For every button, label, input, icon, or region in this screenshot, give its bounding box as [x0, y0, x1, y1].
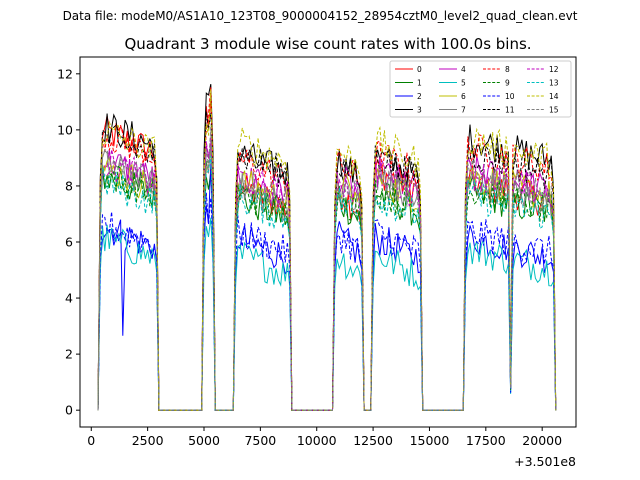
legend-box — [389, 60, 572, 118]
x-tick-label: 5000 — [188, 433, 220, 448]
axes-layer: 0 2500 5000 7500 10000 12500 15000 17500 20000 0 2… — [57, 66, 562, 448]
y-tick-label: 2 — [65, 347, 73, 362]
legend-label-4: 4 — [461, 65, 466, 74]
legend-label-2: 2 — [417, 92, 422, 101]
series-line-13 — [97, 155, 557, 411]
y-tick-label: 0 — [65, 403, 73, 418]
series-line-8 — [97, 86, 557, 411]
x-tick-label: 2500 — [132, 433, 164, 448]
legend-label-5: 5 — [461, 78, 466, 87]
chart-title: Quadrant 3 module wise count rates with … — [124, 35, 531, 53]
legend-label-10: 10 — [505, 92, 515, 101]
series-line-9 — [97, 159, 557, 411]
y-tick-label: 8 — [65, 178, 73, 193]
series-line-4 — [97, 145, 557, 411]
x-tick-label: 15000 — [410, 433, 450, 448]
legend-label-6: 6 — [461, 92, 466, 101]
x-tick-label: 0 — [87, 433, 95, 448]
series-line-10 — [97, 192, 557, 411]
x-tick-label: 20000 — [522, 433, 562, 448]
series-line-15 — [97, 126, 557, 411]
legend-label-7: 7 — [461, 105, 466, 114]
legend-label-0: 0 — [417, 65, 422, 74]
legend-label-1: 1 — [417, 78, 422, 87]
y-tick-label: 4 — [65, 291, 73, 306]
x-tick-label: 17500 — [466, 433, 506, 448]
legend-label-11: 11 — [505, 105, 515, 114]
y-tick-label: 6 — [65, 235, 73, 250]
legend-label-3: 3 — [417, 105, 422, 114]
data-file-label: Data file: modeM0/AS1A10_123T08_90000041… — [63, 9, 578, 23]
x-tick-label: 10000 — [297, 433, 337, 448]
series-layer — [97, 83, 557, 411]
y-tick-label: 10 — [57, 122, 73, 137]
legend-label-8: 8 — [505, 65, 510, 74]
legend-label-14: 14 — [549, 92, 559, 101]
legend-label-9: 9 — [505, 78, 510, 87]
x-offset-label: +3.501e8 — [514, 454, 576, 469]
x-tick-label: 12500 — [353, 433, 393, 448]
x-tick-label: 7500 — [244, 433, 276, 448]
legend-label-13: 13 — [549, 78, 559, 87]
legend-label-15: 15 — [549, 105, 559, 114]
legend-label-12: 12 — [549, 65, 559, 74]
y-tick-label: 12 — [57, 66, 73, 81]
